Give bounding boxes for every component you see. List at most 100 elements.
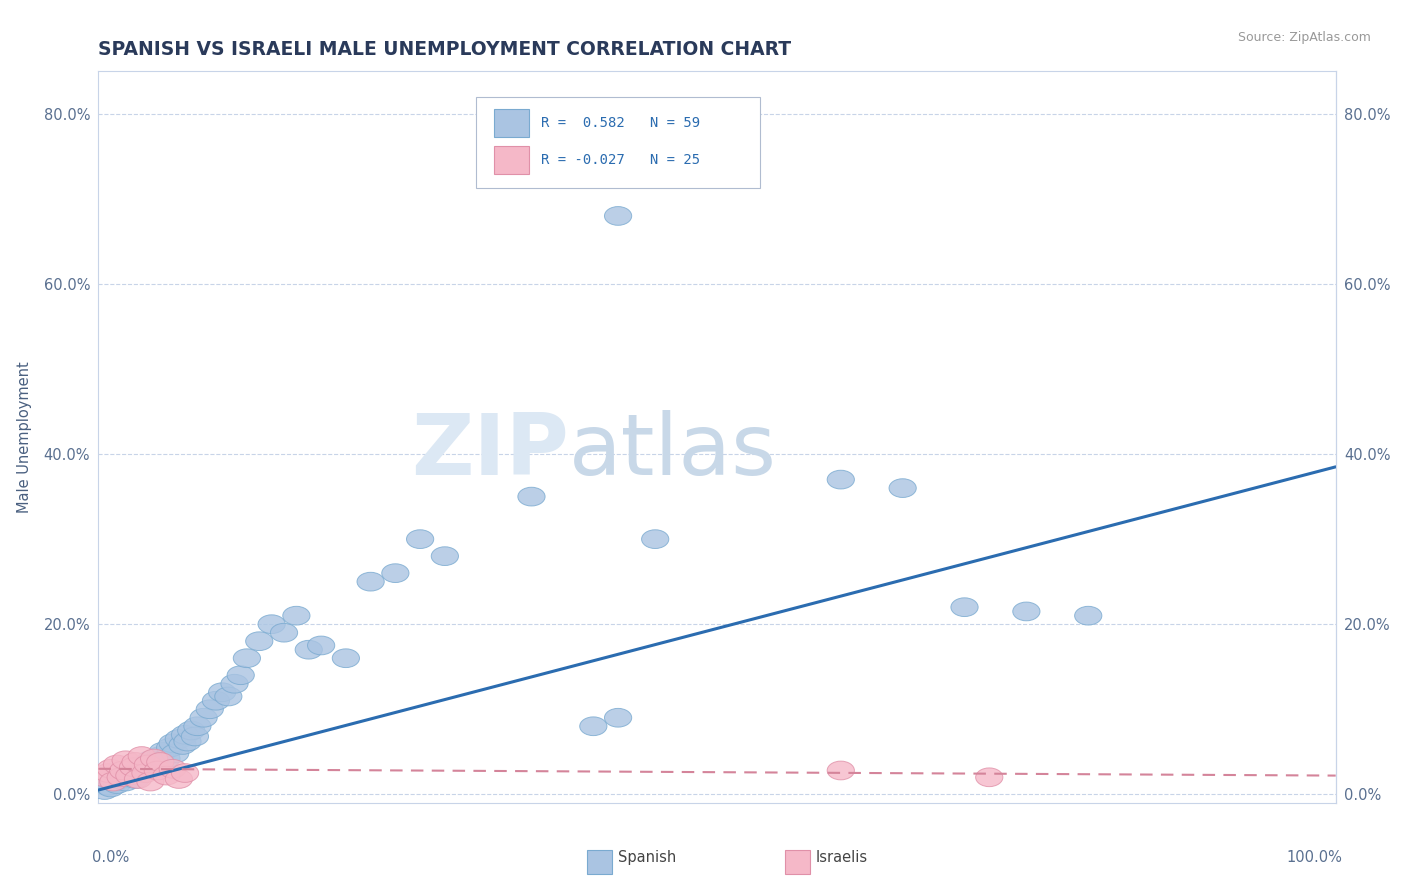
Ellipse shape bbox=[146, 753, 174, 772]
Ellipse shape bbox=[382, 564, 409, 582]
Ellipse shape bbox=[135, 761, 162, 780]
FancyBboxPatch shape bbox=[495, 146, 529, 174]
Text: Israelis: Israelis bbox=[815, 850, 868, 865]
Ellipse shape bbox=[128, 764, 155, 782]
Ellipse shape bbox=[149, 742, 176, 761]
Ellipse shape bbox=[122, 753, 149, 772]
Ellipse shape bbox=[579, 717, 607, 736]
Ellipse shape bbox=[197, 700, 224, 719]
FancyBboxPatch shape bbox=[475, 97, 761, 188]
Text: SPANISH VS ISRAELI MALE UNEMPLOYMENT CORRELATION CHART: SPANISH VS ISRAELI MALE UNEMPLOYMENT COR… bbox=[98, 39, 792, 59]
Ellipse shape bbox=[827, 470, 855, 489]
Ellipse shape bbox=[159, 734, 186, 753]
Ellipse shape bbox=[104, 775, 131, 794]
Ellipse shape bbox=[141, 749, 167, 768]
Ellipse shape bbox=[136, 751, 165, 770]
Ellipse shape bbox=[332, 648, 360, 667]
Ellipse shape bbox=[202, 691, 229, 710]
Ellipse shape bbox=[215, 687, 242, 706]
Text: Spanish: Spanish bbox=[619, 850, 676, 865]
Text: atlas: atlas bbox=[568, 410, 776, 493]
Ellipse shape bbox=[97, 778, 124, 797]
Ellipse shape bbox=[91, 768, 118, 787]
Ellipse shape bbox=[132, 764, 159, 782]
Ellipse shape bbox=[112, 772, 139, 791]
Ellipse shape bbox=[91, 780, 118, 799]
Ellipse shape bbox=[159, 759, 186, 778]
Ellipse shape bbox=[295, 640, 322, 659]
Ellipse shape bbox=[174, 732, 201, 751]
Ellipse shape bbox=[283, 607, 309, 625]
Ellipse shape bbox=[115, 766, 143, 785]
FancyBboxPatch shape bbox=[495, 110, 529, 137]
Ellipse shape bbox=[145, 753, 172, 772]
Ellipse shape bbox=[107, 768, 135, 787]
Ellipse shape bbox=[259, 615, 285, 633]
FancyBboxPatch shape bbox=[588, 849, 612, 874]
Ellipse shape bbox=[110, 768, 136, 787]
Ellipse shape bbox=[166, 770, 193, 789]
Ellipse shape bbox=[153, 749, 180, 768]
Text: ZIP: ZIP bbox=[411, 410, 568, 493]
Ellipse shape bbox=[169, 736, 197, 755]
Ellipse shape bbox=[145, 761, 172, 780]
Ellipse shape bbox=[124, 759, 152, 778]
Ellipse shape bbox=[1012, 602, 1040, 621]
Ellipse shape bbox=[135, 756, 162, 774]
Ellipse shape bbox=[107, 770, 135, 789]
Ellipse shape bbox=[406, 530, 433, 549]
Ellipse shape bbox=[124, 770, 152, 789]
Ellipse shape bbox=[976, 768, 1002, 787]
Ellipse shape bbox=[166, 730, 193, 748]
Ellipse shape bbox=[112, 751, 139, 770]
Ellipse shape bbox=[122, 770, 149, 789]
Ellipse shape bbox=[120, 757, 146, 776]
Text: Source: ZipAtlas.com: Source: ZipAtlas.com bbox=[1237, 31, 1371, 45]
Ellipse shape bbox=[172, 725, 198, 744]
Ellipse shape bbox=[153, 766, 180, 785]
Ellipse shape bbox=[517, 487, 546, 506]
Ellipse shape bbox=[146, 747, 174, 765]
Ellipse shape bbox=[246, 632, 273, 650]
Ellipse shape bbox=[141, 757, 167, 776]
Ellipse shape bbox=[94, 764, 122, 782]
Ellipse shape bbox=[228, 665, 254, 684]
Ellipse shape bbox=[172, 764, 198, 782]
Ellipse shape bbox=[97, 759, 124, 778]
Ellipse shape bbox=[115, 766, 143, 785]
Ellipse shape bbox=[120, 764, 146, 782]
Ellipse shape bbox=[100, 772, 127, 791]
Y-axis label: Male Unemployment: Male Unemployment bbox=[17, 361, 32, 513]
Ellipse shape bbox=[128, 747, 155, 765]
Ellipse shape bbox=[94, 776, 122, 795]
Ellipse shape bbox=[889, 479, 917, 498]
Ellipse shape bbox=[641, 530, 669, 549]
Ellipse shape bbox=[136, 772, 165, 791]
Ellipse shape bbox=[110, 761, 136, 780]
Ellipse shape bbox=[162, 744, 188, 763]
FancyBboxPatch shape bbox=[785, 849, 810, 874]
Ellipse shape bbox=[184, 717, 211, 736]
Text: R =  0.582   N = 59: R = 0.582 N = 59 bbox=[541, 116, 700, 130]
Ellipse shape bbox=[1074, 607, 1102, 625]
Ellipse shape bbox=[156, 739, 184, 757]
Ellipse shape bbox=[190, 708, 217, 727]
Ellipse shape bbox=[233, 648, 260, 667]
Ellipse shape bbox=[357, 573, 384, 591]
Text: 100.0%: 100.0% bbox=[1286, 850, 1341, 865]
Ellipse shape bbox=[605, 708, 631, 727]
Ellipse shape bbox=[100, 772, 127, 791]
Ellipse shape bbox=[432, 547, 458, 566]
Ellipse shape bbox=[181, 727, 208, 746]
Ellipse shape bbox=[308, 636, 335, 655]
Text: 0.0%: 0.0% bbox=[93, 850, 129, 865]
Ellipse shape bbox=[605, 207, 631, 226]
Ellipse shape bbox=[221, 674, 247, 693]
Ellipse shape bbox=[208, 683, 236, 702]
Ellipse shape bbox=[132, 756, 159, 774]
Text: R = -0.027   N = 25: R = -0.027 N = 25 bbox=[541, 153, 700, 167]
Ellipse shape bbox=[104, 756, 131, 774]
Ellipse shape bbox=[827, 761, 855, 780]
Ellipse shape bbox=[177, 721, 205, 739]
Ellipse shape bbox=[950, 598, 979, 616]
